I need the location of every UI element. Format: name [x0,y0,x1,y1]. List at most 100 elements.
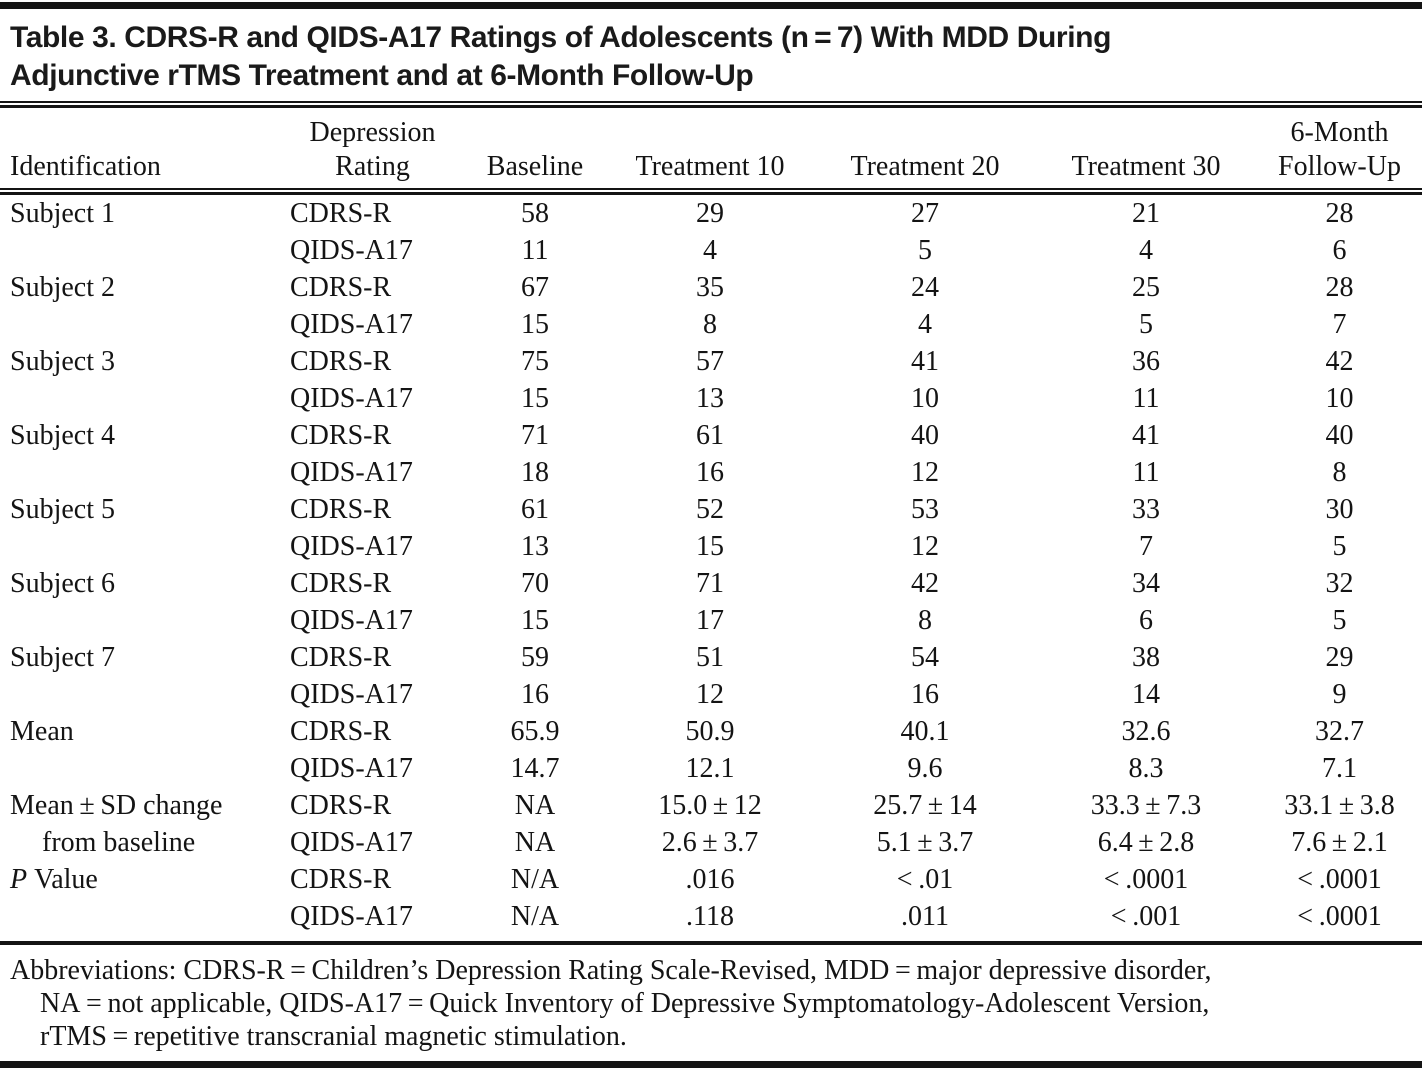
row-label: Subject 5 [10,494,115,525]
table-row: Subject 7 CDRS-R 59 51 54 38 29 [0,639,1422,676]
followup-cell: 7.1 [1322,753,1357,784]
followup-cell: 8 [1332,457,1347,488]
row-label [0,898,280,935]
treatment20-cell: 27 [911,198,939,229]
baseline-cell: 15 [521,383,549,414]
col-header-treatment10: Treatment 10 [635,151,785,182]
col-header-depression-rating-line1: Depression [309,117,436,148]
treatment20-cell: 40.1 [900,716,950,747]
baseline-cell: 65.9 [510,716,560,747]
baseline-cell: 15 [521,309,549,340]
treatment30-cell: 21 [1132,198,1160,229]
followup-cell: 28 [1325,272,1354,303]
followup-cell: 32.7 [1315,716,1364,747]
rating-cell: QIDS-A17 [290,457,413,488]
treatment20-cell: 12 [911,531,939,562]
treatment20-cell: 42 [911,568,939,599]
baseline-cell: 58 [521,198,549,229]
baseline-cell: 71 [521,420,549,451]
table-row: P Value CDRS-R N/A .016 < .01 < .0001 < … [0,861,1422,898]
baseline-cell: 75 [521,346,549,377]
followup-cell: 30 [1325,494,1354,525]
col-header-depression-rating-line2: Rating [335,151,410,182]
treatment30-cell: 14 [1132,679,1160,710]
rating-cell: CDRS-R [290,790,392,821]
row-label: Subject 6 [10,568,115,599]
treatment10-cell: 71 [696,568,724,599]
rating-cell: CDRS-R [290,272,392,303]
followup-cell: 7 [1332,309,1347,340]
followup-cell: 28 [1325,198,1354,229]
row-label: Mean ± SD change [10,790,223,821]
row-label [0,602,280,639]
treatment20-cell: 10 [911,383,939,414]
table-row: QIDS-A17 15 13 10 11 10 [0,380,1422,417]
table-row: QIDS-A17 13 15 12 7 5 [0,528,1422,565]
table-title-line1: Table 3. CDRS-R and QIDS-A17 Ratings of … [10,21,1111,54]
rating-cell: QIDS-A17 [290,827,413,858]
treatment30-cell: < .0001 [1103,864,1189,895]
rating-cell: CDRS-R [290,198,392,229]
treatment20-cell: 16 [911,679,939,710]
treatment10-cell: 12.1 [685,753,735,784]
treatment10-cell: 52 [696,494,724,525]
treatment20-cell: 54 [911,642,939,673]
rating-cell: QIDS-A17 [290,679,413,710]
row-label: Subject 3 [10,346,115,377]
treatment10-cell: .118 [686,901,734,932]
treatment10-cell: 57 [696,346,724,377]
treatment30-cell: 34 [1132,568,1160,599]
followup-cell: 33.1 ± 3.8 [1284,790,1395,821]
treatment10-cell: 8 [703,309,717,340]
baseline-cell: 61 [521,494,549,525]
followup-cell: 9 [1332,679,1347,710]
followup-cell: 5 [1332,605,1347,636]
baseline-cell: 67 [521,272,549,303]
table-row: QIDS-A17 18 16 12 11 8 [0,454,1422,491]
treatment20-cell: 40 [911,420,939,451]
rating-cell: CDRS-R [290,568,392,599]
footnote-line2: NA = not applicable, QIDS-A17 = Quick In… [40,988,1210,1019]
table-row: Subject 2 CDRS-R 67 35 24 25 28 [0,269,1422,306]
followup-cell: < .0001 [1297,864,1382,895]
row-label [0,232,280,269]
treatment20-cell: 5.1 ± 3.7 [876,827,974,858]
baseline-cell: N/A [510,901,560,932]
treatment30-cell: 33 [1132,494,1160,525]
row-label: Subject 7 [10,642,115,673]
header-separator-rule [0,188,1422,195]
baseline-cell: 14.7 [510,753,560,784]
row-label [0,528,280,565]
treatment20-cell: 12 [911,457,939,488]
treatment30-cell: 7 [1139,531,1153,562]
treatment10-cell: 51 [696,642,724,673]
followup-cell: 42 [1325,346,1354,377]
followup-cell: 32 [1325,568,1354,599]
followup-cell: 40 [1325,420,1354,451]
treatment30-cell: 36 [1132,346,1160,377]
rating-cell: CDRS-R [290,864,392,895]
treatment30-cell: 6.4 ± 2.8 [1097,827,1195,858]
col-header-identification: Identification [10,151,161,182]
top-rule [0,2,1422,9]
bottom-rule [0,1061,1422,1068]
table-row: QIDS-A17 16 12 16 14 9 [0,676,1422,713]
treatment10-cell: 50.9 [685,716,735,747]
treatment30-cell: 5 [1139,309,1153,340]
treatment10-cell: 2.6 ± 3.7 [661,827,759,858]
rating-cell: CDRS-R [290,346,392,377]
rating-cell: CDRS-R [290,716,392,747]
table-row: Subject 5 CDRS-R 61 52 53 33 30 [0,491,1422,528]
followup-cell: < .0001 [1297,901,1382,932]
row-label [0,306,280,343]
treatment30-cell: < .001 [1110,901,1182,932]
row-label [0,750,280,787]
row-label: Subject 4 [10,420,115,451]
followup-cell: 10 [1325,383,1354,414]
treatment20-cell: 25.7 ± 14 [873,790,977,821]
table-row: Subject 6 CDRS-R 70 71 42 34 32 [0,565,1422,602]
col-header-followup-line1: 6-Month [1290,117,1389,148]
rating-cell: QIDS-A17 [290,383,413,414]
baseline-cell: NA [514,827,556,858]
row-label: Subject 2 [10,272,115,303]
